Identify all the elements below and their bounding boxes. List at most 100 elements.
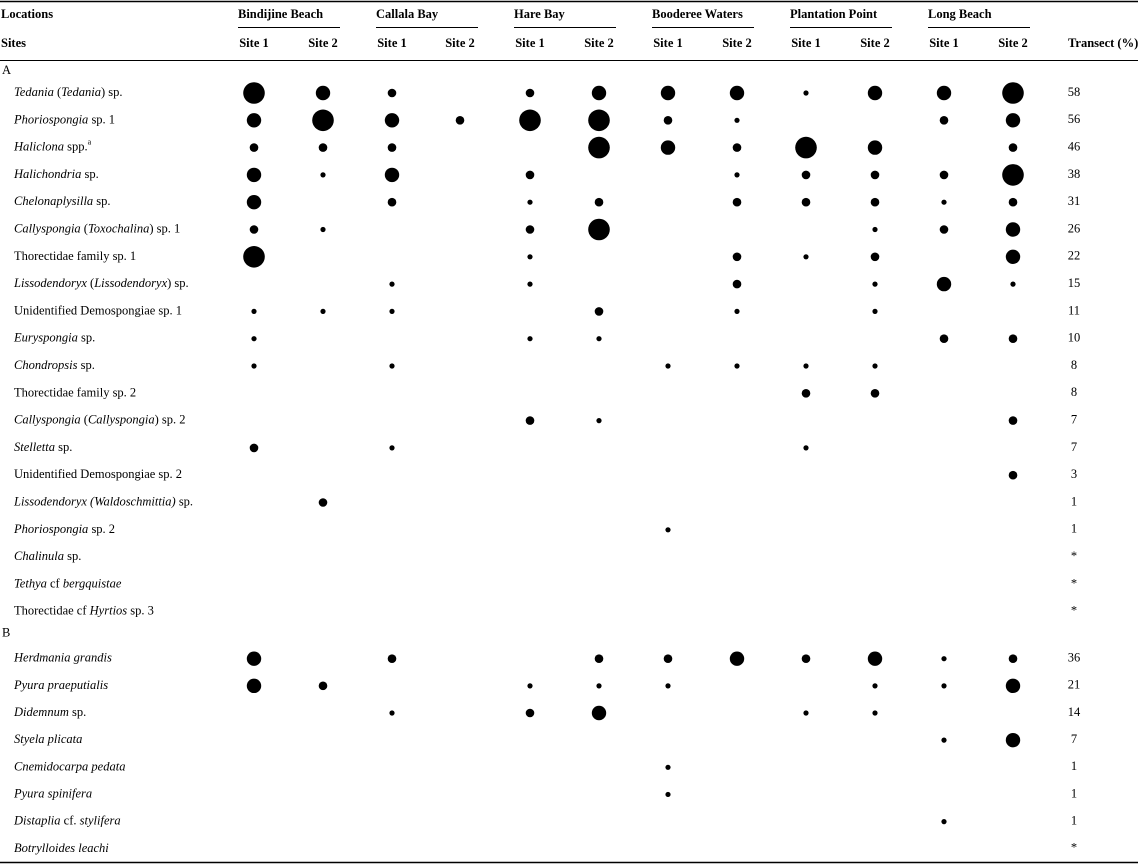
abundance-dot — [243, 245, 265, 268]
transect-label: Transect (%) — [1068, 36, 1138, 50]
abundance-dot — [729, 85, 745, 101]
name-part: Toxochalina — [88, 221, 149, 235]
location-name: Booderee Waters — [652, 7, 743, 21]
transect-value: 1 — [1071, 813, 1077, 827]
abundance-dot — [525, 225, 535, 234]
abundance-dot — [315, 85, 331, 101]
abundance-dot — [389, 308, 395, 314]
abundance-dot — [941, 199, 947, 205]
abundance-dot — [1005, 113, 1021, 128]
transect-value: 7 — [1071, 440, 1077, 454]
abundance-dot — [870, 170, 880, 180]
abundance-dot — [527, 683, 533, 689]
name-part: Phoriospongia — [13, 112, 88, 126]
abundance-dot — [525, 170, 535, 180]
abundance-dot — [872, 710, 878, 716]
location-name: Long Beach — [928, 7, 992, 21]
abundance-dot — [525, 88, 535, 98]
name-part: Thorectidae family sp. 2 — [14, 385, 136, 399]
abundance-dot — [246, 651, 262, 666]
abundance-dot — [941, 819, 947, 825]
abundance-dot — [732, 252, 742, 262]
abundance-dot — [734, 363, 740, 369]
abundance-dot — [251, 336, 257, 342]
abundance-dot — [389, 281, 395, 287]
location-name: Callala Bay — [376, 7, 439, 21]
transect-value: 46 — [1068, 139, 1081, 153]
name-part: Lissodendoryx (Waldoschmittia) — [13, 494, 176, 508]
name-part: Tethya — [14, 576, 47, 590]
abundance-dot — [387, 88, 397, 98]
transect-value: 11 — [1068, 303, 1080, 317]
abundance-dot — [1008, 416, 1018, 425]
species-name: Thorectidae family sp. 2 — [14, 385, 136, 399]
abundance-dot — [939, 170, 949, 180]
abundance-dot — [249, 225, 259, 234]
abundance-dot — [734, 308, 740, 314]
abundance-dot — [732, 197, 742, 207]
abundance-dot — [1010, 281, 1016, 287]
name-part: Chondropsis — [14, 358, 78, 372]
name-part: ) sp. 1 — [149, 221, 180, 235]
transect-value: 1 — [1071, 786, 1077, 800]
name-part: Pyura spinifera — [13, 786, 92, 800]
abundance-dot — [1008, 654, 1018, 663]
abundance-dot — [588, 109, 610, 132]
abundance-dot — [384, 113, 400, 128]
abundance-dot — [387, 143, 397, 152]
abundance-dot — [1005, 222, 1021, 237]
abundance-dot — [941, 683, 947, 689]
abundance-dot — [525, 416, 535, 425]
species-name: Thorectidae family sp. 1 — [14, 249, 136, 263]
abundance-dot — [665, 791, 671, 798]
site-label: Site 2 — [584, 36, 614, 50]
abundance-dot — [665, 363, 671, 369]
transect-value: 58 — [1068, 85, 1081, 99]
transect-value: 15 — [1068, 276, 1081, 290]
abundance-dot — [665, 764, 671, 770]
species-name: Pyura praeputialis — [13, 678, 108, 692]
species-name: Styela plicata — [14, 732, 82, 746]
transect-value: 36 — [1068, 651, 1081, 665]
name-part: Callyspongia — [14, 221, 81, 235]
transect-value: 56 — [1068, 112, 1081, 126]
species-name: Unidentified Demospongiae sp. 1 — [14, 303, 182, 317]
name-part: ( — [54, 85, 61, 99]
abundance-dot — [527, 199, 533, 205]
transect-value: 7 — [1071, 732, 1077, 746]
abundance-dot — [867, 651, 883, 666]
species-name: Chondropsis sp. — [14, 358, 95, 372]
name-part: Distaplia — [13, 813, 61, 827]
name-part: Pyura praeputialis — [13, 678, 108, 692]
abundance-dot — [870, 197, 880, 207]
abundance-dot — [1008, 143, 1018, 152]
abundance-dot — [591, 705, 607, 721]
name-part: a — [88, 138, 92, 147]
species-name: Chelonaplysilla sp. — [14, 194, 111, 208]
name-part: Styela plicata — [14, 732, 82, 746]
abundance-dot — [939, 225, 949, 234]
abundance-dot — [519, 109, 541, 132]
abundance-dot — [734, 172, 740, 178]
name-part: sp. — [93, 194, 110, 208]
abundance-dot — [249, 143, 259, 152]
location-name: Bindijine Beach — [238, 7, 323, 21]
abundance-dot — [660, 85, 676, 101]
name-part: sp. — [55, 440, 72, 454]
name-part: Botrylloides leachi — [14, 841, 109, 855]
name-part: sp. — [78, 331, 95, 345]
species-name: Didemnum sp. — [13, 705, 86, 719]
species-name: Cnemidocarpa pedata — [14, 759, 125, 773]
name-part: spp. — [64, 139, 88, 153]
abundance-dot — [1005, 678, 1021, 694]
species-name: Callyspongia (Callyspongia) sp. 2 — [14, 412, 186, 426]
abundance-dot — [594, 307, 604, 316]
transect-value: 26 — [1068, 221, 1081, 235]
name-part: cf. — [61, 813, 80, 827]
abundance-dot — [246, 167, 262, 183]
name-part: sp. — [69, 705, 86, 719]
name-part: Cnemidocarpa pedata — [14, 759, 125, 773]
name-part: Didemnum — [13, 705, 69, 719]
transect-value: 1 — [1071, 759, 1077, 773]
name-part: Unidentified Demospongiae sp. 2 — [14, 467, 182, 481]
